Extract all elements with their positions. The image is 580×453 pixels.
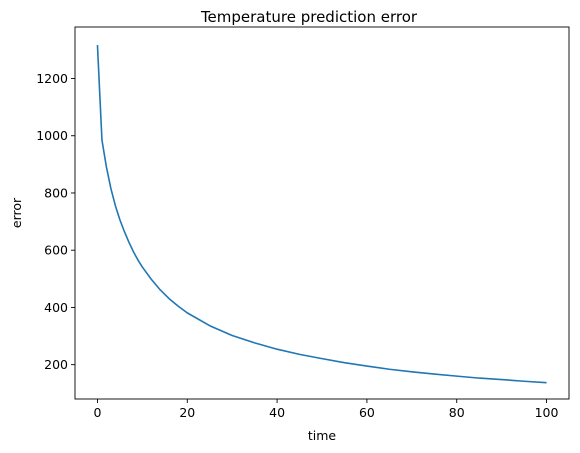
x-axis-label: time xyxy=(308,428,337,443)
series-line-0 xyxy=(96,44,547,384)
x-tick-label: 0 xyxy=(93,405,101,420)
plot-frame xyxy=(74,26,570,400)
plot-area xyxy=(96,44,547,384)
chart-title: Temperature prediction error xyxy=(200,8,418,26)
x-tick-label: 60 xyxy=(359,405,375,420)
y-tick-label: 1200 xyxy=(36,71,68,86)
y-axis: 200 400 600 800 1000 1200 xyxy=(36,71,75,372)
x-tick-label: 20 xyxy=(179,405,195,420)
y-tick-label: 200 xyxy=(44,357,68,372)
y-tick-label: 400 xyxy=(44,300,68,315)
y-tick-label: 800 xyxy=(44,185,68,200)
y-axis-label: error xyxy=(9,197,24,228)
x-tick-label: 40 xyxy=(269,405,285,420)
x-tick-label: 100 xyxy=(535,405,559,420)
y-tick-label: 1000 xyxy=(36,128,68,143)
x-tick-label: 80 xyxy=(449,405,465,420)
y-tick-label: 600 xyxy=(44,243,68,258)
x-axis: 0 20 40 60 80 100 xyxy=(93,399,559,420)
